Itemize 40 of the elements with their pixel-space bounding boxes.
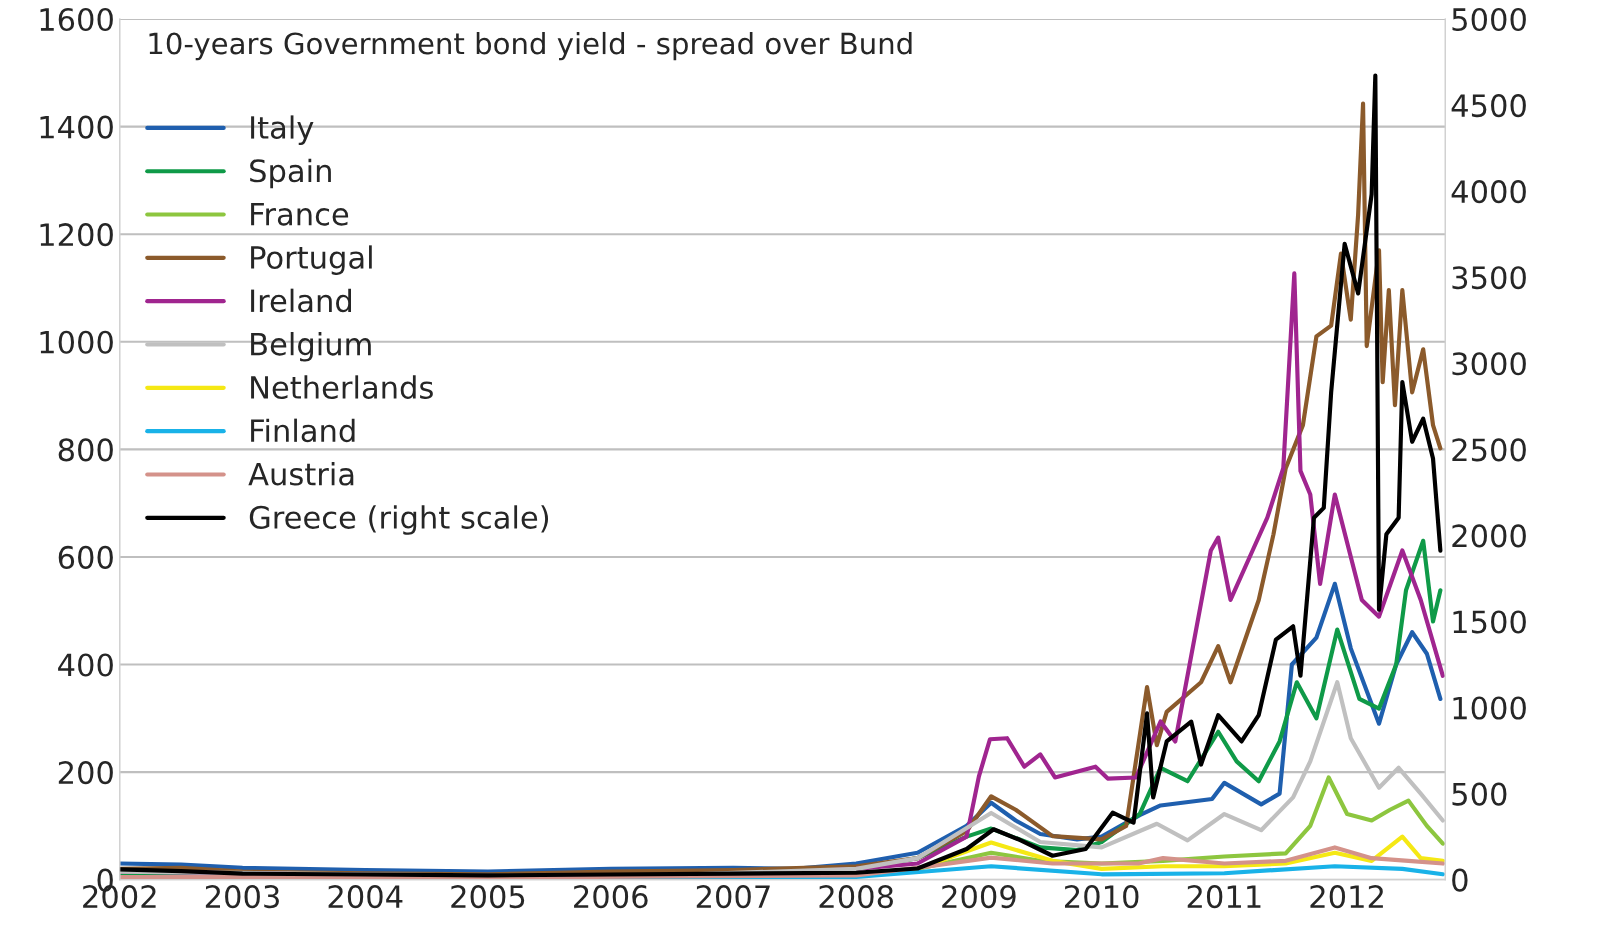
- x-tick-label: 2009: [942, 885, 1016, 909]
- y-tick-label: 800: [58, 438, 113, 462]
- y2-tick-label: 2500: [1452, 438, 1526, 462]
- y-tick-label: 1000: [40, 330, 113, 354]
- y2-tick-label: 4500: [1451, 94, 1526, 118]
- y2-tick-label: 1500: [1453, 610, 1526, 634]
- x-tick-label: 2006: [574, 885, 648, 909]
- y2-tick-label: 4000: [1451, 180, 1526, 204]
- y2-tick-label: 3500: [1452, 266, 1526, 290]
- x-tick-label: 2008: [819, 885, 893, 909]
- x-tick-label: 2005: [451, 885, 525, 909]
- x-tick-label: 2010: [1064, 885, 1139, 909]
- legend-label: Greece (right scale): [249, 505, 549, 535]
- y2-tick-label: 0: [1452, 868, 1468, 892]
- y2-tick-label: 3000: [1452, 352, 1526, 376]
- legend-label: Netherlands: [251, 375, 433, 399]
- legend-label: Italy: [251, 115, 314, 145]
- y2-tick-label: 1000: [1453, 696, 1526, 720]
- legend-label: Austria: [248, 461, 354, 486]
- y-tick-label: 200: [58, 761, 113, 785]
- y2-tick-label: 500: [1452, 782, 1507, 806]
- legend-label: Belgium: [251, 331, 371, 362]
- x-tick-label: 2007: [696, 885, 770, 909]
- legend-label: Ireland: [251, 288, 351, 313]
- chart-title: 10-years Government bond yield - spread over Bund: [149, 31, 912, 61]
- x-tick-label: 2012: [1310, 885, 1383, 909]
- x-tick-label: 2003: [205, 885, 279, 909]
- y-tick-label: 600: [58, 545, 113, 569]
- x-tick-label: 2004: [328, 885, 403, 909]
- y2-tick-label: 2000: [1452, 524, 1526, 548]
- legend-label: Spain: [250, 158, 331, 189]
- legend-label: France: [251, 202, 349, 226]
- legend-label: Portugal: [251, 245, 372, 275]
- y-tick-label: 400: [58, 653, 113, 677]
- y-tick-label: 1400: [40, 115, 113, 139]
- y2-tick-label: 5000: [1452, 7, 1526, 32]
- y-tick-label: 1600: [40, 7, 113, 32]
- x-tick-label: 2011: [1187, 885, 1261, 909]
- legend-label: Finland: [251, 418, 355, 443]
- y-tick-label: 1200: [40, 223, 113, 247]
